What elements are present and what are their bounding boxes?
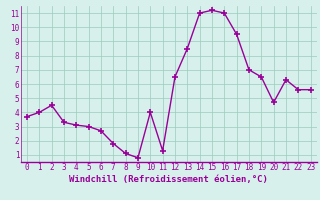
X-axis label: Windchill (Refroidissement éolien,°C): Windchill (Refroidissement éolien,°C) [69,175,268,184]
